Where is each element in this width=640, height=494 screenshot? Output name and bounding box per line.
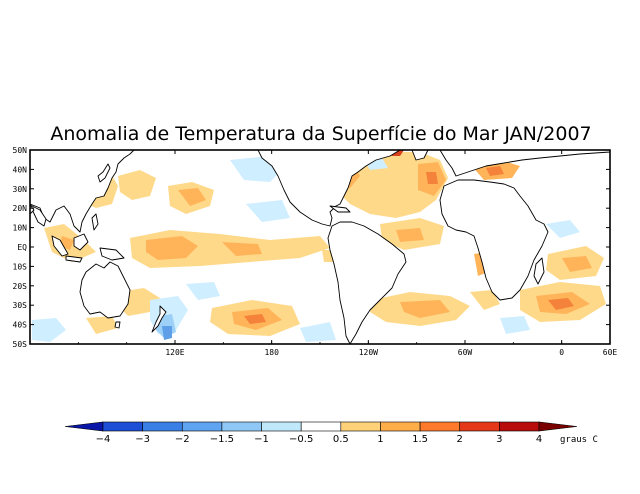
lat-tick-label: 30S [13, 301, 28, 310]
colorbar-low-arrow [64, 421, 104, 432]
japan-coastline [97, 163, 111, 183]
colorbar-label: 0.5 [333, 434, 349, 445]
lat-tick-label: 10N [13, 224, 28, 233]
colorbar-label: 1 [377, 434, 383, 445]
europe-coastline [439, 149, 611, 177]
lat-tick-label: 40N [13, 165, 28, 174]
anomaly-patch [426, 172, 438, 184]
anomaly-patch [186, 282, 220, 300]
colorbar-label: −4 [96, 434, 111, 445]
south-america-coastline [327, 221, 407, 345]
australia-coastline [79, 261, 131, 319]
colorbar-label: −1.5 [210, 434, 234, 445]
anomaly-patch [562, 256, 592, 272]
chart-title: Anomalia de Temperatura da Superfície do… [50, 123, 591, 145]
lat-tick-label: 20S [13, 282, 28, 291]
lon-tick-label: 120W [359, 348, 378, 357]
anomaly-patch [178, 188, 206, 206]
anomaly-patch [222, 242, 262, 256]
lon-tick-label: 120E [165, 348, 184, 357]
anomaly-patch [86, 316, 118, 334]
lon-tick-label: 60W [458, 348, 473, 357]
anomaly-patch [486, 166, 504, 176]
anomaly-patch [400, 300, 450, 318]
colorbar-label: 4 [536, 434, 542, 445]
map-panel: 50N 40N 30N 20N 10N EQ 10S 20S 30S 40S 50S 120E 180… [13, 146, 618, 357]
anomaly-patch [300, 322, 336, 342]
colorbar-label: 3 [496, 434, 502, 445]
colorbar-label: −0.5 [289, 434, 313, 445]
new-guinea-coastline [99, 247, 125, 261]
colorbar-swatch [102, 421, 143, 432]
anomaly-patch [548, 298, 574, 310]
anomaly-patch [146, 236, 198, 260]
lat-tick-label: 10S [13, 262, 28, 271]
sumatra-coastline [51, 235, 69, 257]
colorbar-unit-label: graus C [560, 435, 598, 445]
colorbar-swatch [142, 421, 183, 432]
tasmania-coastline [114, 321, 121, 329]
cuba-coastline [329, 205, 351, 213]
colorbar-swatch [300, 421, 342, 432]
anomaly-patch [470, 290, 500, 310]
anomaly-patch [32, 318, 66, 342]
anomaly-patch [246, 200, 290, 222]
coastlines [29, 149, 611, 345]
africa-coastline [439, 179, 549, 301]
anomaly-patch [500, 316, 530, 334]
colorbar-swatch [221, 421, 262, 432]
colorbar-swatch [261, 421, 302, 432]
lat-tick-label: 50N [13, 146, 28, 155]
colorbar-swatch [380, 421, 421, 432]
colorbar-swatch [459, 421, 500, 432]
colorbar-label: 2 [457, 434, 463, 445]
colorbar-swatch [340, 421, 381, 432]
anomaly-patch [546, 220, 580, 238]
colorbar-swatch [181, 421, 223, 432]
lat-tick-label: EQ [17, 243, 27, 252]
colorbar-high-arrow [538, 421, 578, 432]
colorbar-swatch [419, 421, 461, 432]
anomaly-patch [244, 314, 266, 324]
lat-tick-label: 20N [13, 204, 28, 213]
colorbar-label: −3 [135, 434, 150, 445]
anomaly-patch [118, 170, 156, 200]
lon-tick-label: 180 [264, 348, 279, 357]
lon-tick-label: 0 [559, 348, 564, 357]
colorbar: −4 −3 −2 −1.5 −1 −0.5 0.5 1 1.5 2 3 4 [64, 421, 578, 445]
lat-tick-label: 30N [13, 185, 28, 194]
lon-tick-label: 60E [603, 348, 618, 357]
java-coastline [65, 255, 83, 263]
latitude-axis: 50N 40N 30N 20N 10N EQ 10S 20S 30S 40S 50S [13, 146, 610, 349]
north-america-coastline [257, 149, 401, 227]
new-zealand-coastline [151, 305, 167, 333]
colorbar-label: 1.5 [412, 434, 428, 445]
anomaly-patches [32, 150, 606, 342]
lat-tick-label: 50S [13, 340, 28, 349]
colorbar-label: −1 [254, 434, 269, 445]
madagascar-coastline [533, 257, 545, 285]
colorbar-label: −2 [175, 434, 190, 445]
lat-tick-label: 40S [13, 321, 28, 330]
borneo-coastline [73, 233, 89, 251]
philippines-coastline [91, 213, 99, 231]
anomaly-patch [162, 326, 172, 340]
anomaly-patch [396, 228, 424, 242]
colorbar-swatch [499, 421, 540, 432]
longitude-axis: 120E 180 120W 60W 0 60E [77, 150, 618, 357]
